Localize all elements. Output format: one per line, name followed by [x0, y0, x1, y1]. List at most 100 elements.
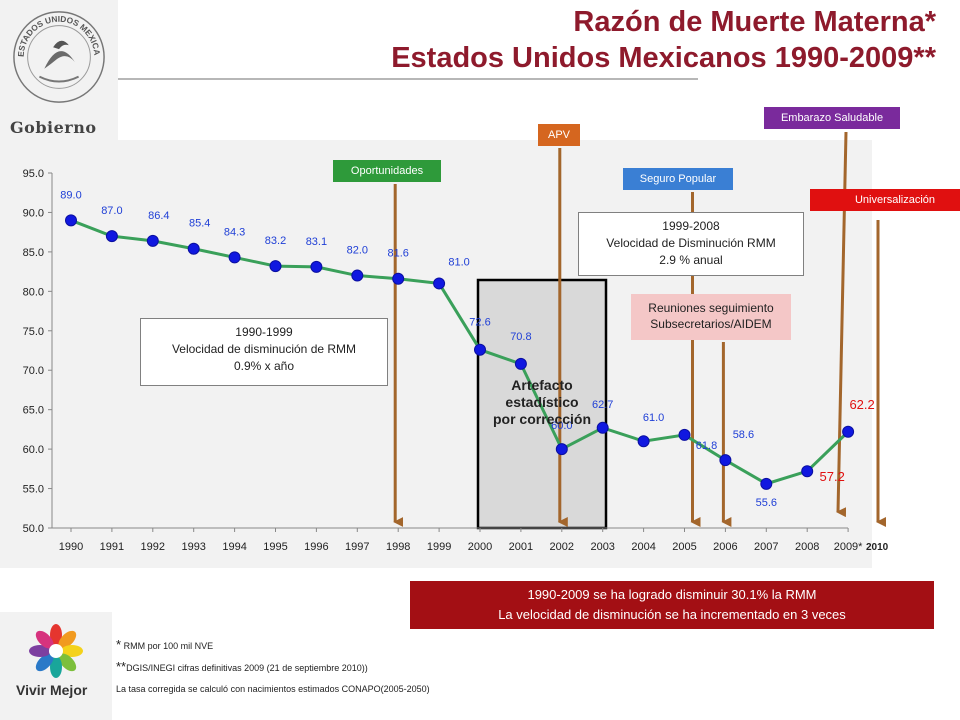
data-point [801, 465, 814, 478]
artefacto-line3: por corrección [492, 411, 592, 427]
x-tick-label: 2004 [631, 541, 655, 553]
footnote-2-marker: ** [116, 659, 127, 674]
note-1990-period: 1990-1999 [235, 325, 293, 339]
y-tick-label: 80.0 [23, 286, 44, 298]
data-point [392, 272, 405, 285]
note-1990-desc: Velocidad de disminución de RMM [171, 342, 357, 356]
x-tick-label: 1993 [181, 541, 205, 553]
data-point [105, 230, 118, 243]
data-label: 62.7 [592, 399, 613, 411]
x-tick-label: 1990 [59, 541, 83, 553]
data-point [474, 343, 486, 356]
data-label: 57.2 [820, 469, 845, 484]
data-label: 61.0 [643, 412, 664, 424]
y-tick-label: 85.0 [23, 247, 44, 259]
summary-line1: 1990-2009 se ha logrado disminuir 30.1% … [527, 587, 817, 602]
footnote-2: **DGIS/INEGI cifras definitivas 2009 (21… [116, 659, 368, 674]
data-point [719, 454, 732, 467]
tag-universalizacion: Universalización [810, 189, 960, 211]
data-label: 83.2 [265, 235, 286, 247]
series-line [70, 218, 850, 486]
y-tick-label: 50.0 [23, 523, 44, 535]
x-tick-label: 1996 [304, 541, 328, 553]
note-1999-desc: Velocidad de Disminución RMM [606, 236, 776, 250]
x-tick-label: 1994 [222, 541, 246, 553]
footnote-2-text: DGIS/INEGI cifras definitivas 2009 (21 d… [126, 663, 368, 673]
data-point [760, 477, 773, 490]
footnote-3: La tasa corregida se calculó con nacimie… [116, 684, 430, 694]
data-label: 81.0 [448, 256, 469, 268]
x-tick-label: 1997 [345, 541, 369, 553]
y-tick-label: 70.0 [23, 365, 44, 377]
data-point [269, 260, 282, 273]
data-point [187, 242, 200, 255]
x-tick-label: 2009* [834, 541, 863, 553]
data-label: 55.6 [756, 497, 777, 509]
reuniones-line1: Reuniones seguimiento [648, 301, 774, 315]
y-tick-label: 95.0 [23, 168, 44, 180]
data-label: 82.0 [347, 245, 368, 257]
mexico-seal-icon: ESTADOS UNIDOS MEXICANOS [10, 8, 105, 103]
data-point [678, 428, 691, 441]
x-tick-label: 1998 [386, 541, 410, 553]
data-point [146, 234, 159, 247]
data-label: 70.8 [510, 331, 531, 343]
x-tick-label: 2002 [550, 541, 574, 553]
x-tick-label: 2006 [713, 541, 737, 553]
x-tick-label: 2000 [468, 541, 492, 553]
data-label: 58.6 [733, 429, 754, 441]
data-point [310, 260, 323, 273]
x-tick-label: 1991 [100, 541, 124, 553]
artefacto-line2: estadístico [505, 394, 579, 410]
data-point [555, 443, 568, 456]
header-sidebar [0, 0, 118, 140]
data-label: 72.6 [469, 317, 490, 329]
data-point [514, 357, 527, 370]
y-tick-label: 60.0 [23, 444, 44, 456]
data-point [228, 251, 241, 264]
data-label: 84.3 [224, 226, 245, 238]
y-tick-label: 55.0 [23, 484, 44, 496]
summary-banner: 1990-2009 se ha logrado disminuir 30.1% … [410, 581, 934, 629]
note-1999-rate: 2.9 % anual [659, 253, 723, 267]
page-title-line2: Estados Unidos Mexicanos 1990-2009** [391, 42, 936, 74]
data-point [433, 277, 446, 290]
y-tick-label: 75.0 [23, 326, 44, 338]
x-tick-label: 2005 [672, 541, 696, 553]
data-label: 86.4 [148, 210, 169, 222]
vivir-mejor-logo-icon [29, 624, 83, 678]
x-tick-label: 1992 [141, 541, 165, 553]
data-label: 83.1 [306, 236, 327, 248]
note-1999-period: 1999-2008 [662, 219, 720, 233]
data-point [842, 425, 855, 438]
footnote-1-text: RMM por 100 mil NVE [123, 641, 214, 651]
x-tick-label: 2007 [754, 541, 778, 553]
x-tick-label: 2001 [509, 541, 533, 553]
title-divider [118, 78, 698, 80]
tag-oportunidades: Oportunidades [333, 160, 441, 182]
data-label: 61.8 [696, 440, 717, 452]
tag-embarazo-saludable: Embarazo Saludable [764, 107, 900, 129]
x-tick-label: 2008 [795, 541, 819, 553]
artefacto-label: Artefacto estadístico por corrección [478, 377, 606, 428]
data-point [596, 421, 609, 434]
x-tick-label: 1995 [263, 541, 287, 553]
x-tick-label: 1999 [427, 541, 451, 553]
data-label: 62.2 [849, 397, 874, 412]
artefacto-line1: Artefacto [511, 377, 573, 393]
gobierno-label: Gobierno [10, 118, 97, 137]
data-label: 87.0 [101, 205, 122, 217]
x-tick-label: 2003 [590, 541, 614, 553]
reuniones-line2: Subsecretarios/AIDEM [650, 317, 772, 331]
data-label: 89.0 [60, 189, 81, 201]
x-tick-2010: 2010 [866, 542, 889, 553]
data-point [65, 214, 77, 227]
note-1990-1999: 1990-1999 Velocidad de disminución de RM… [140, 318, 388, 386]
note-1999-2008: 1999-2008 Velocidad de Disminución RMM 2… [578, 212, 804, 276]
data-point [351, 269, 364, 282]
data-point [637, 435, 650, 448]
artefacto-shaded-box [476, 278, 608, 530]
summary-line2: La velocidad de disminución se ha increm… [498, 607, 846, 622]
note-reuniones: Reuniones seguimiento Subsecretarios/AID… [631, 294, 791, 340]
